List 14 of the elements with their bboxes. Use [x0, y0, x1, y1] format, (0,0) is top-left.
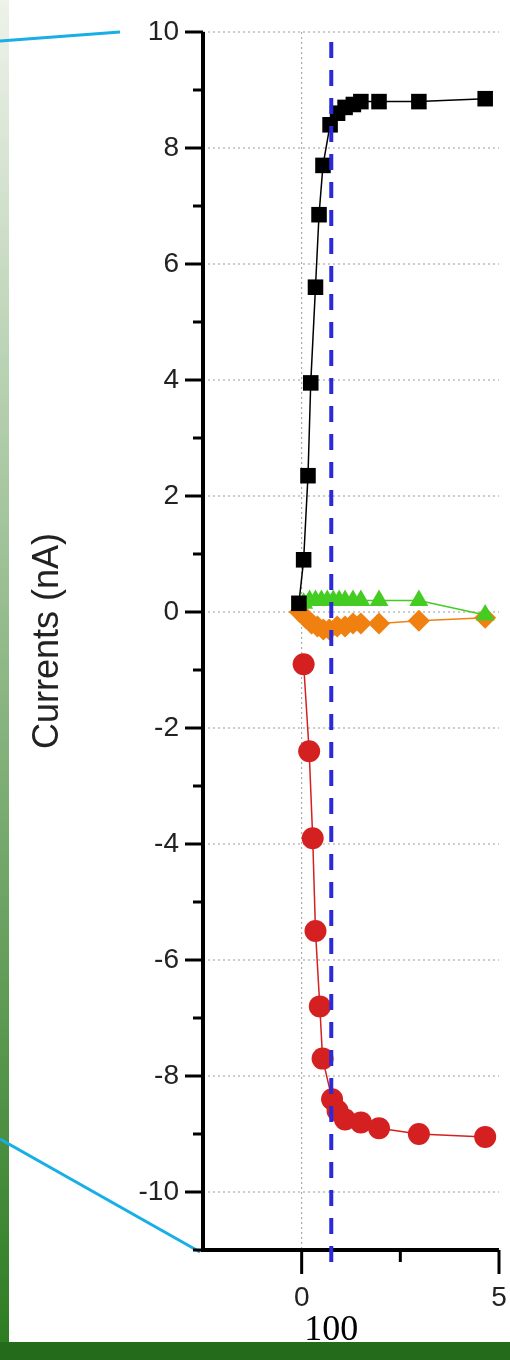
y-tick-label: 4 [163, 362, 179, 394]
y-axis-title: Currents (nA) [24, 532, 66, 750]
y-tick-label: 6 [163, 246, 179, 278]
x-tick-label: 5 [491, 1280, 507, 1312]
text: 100 [304, 1308, 359, 1348]
y-tick-label: 0 [163, 594, 179, 626]
y-tick-label: -10 [138, 1174, 179, 1206]
y-tick-label: 2 [163, 478, 179, 510]
y-tick-label: 8 [163, 130, 179, 162]
y-tick-label: -6 [154, 942, 179, 974]
y-tick-label: -4 [154, 826, 179, 858]
y-tick-label: 10 [147, 14, 179, 46]
y-tick-label: -2 [154, 710, 179, 742]
y-tick-label: -8 [154, 1058, 179, 1090]
